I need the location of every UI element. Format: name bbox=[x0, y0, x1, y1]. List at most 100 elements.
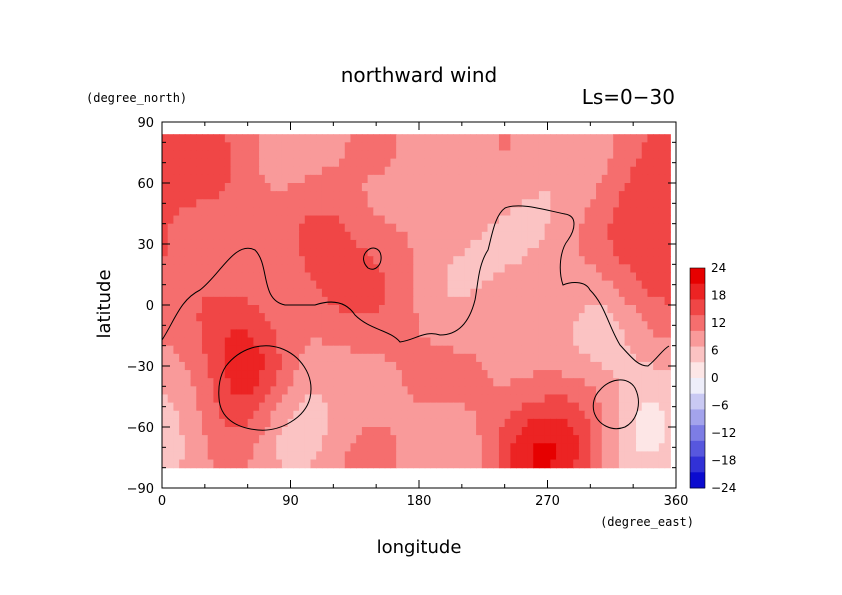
field-cell bbox=[327, 313, 334, 322]
field-cell bbox=[190, 443, 197, 452]
field-cell bbox=[647, 435, 654, 444]
field-cell bbox=[373, 158, 380, 168]
field-cell bbox=[521, 370, 529, 379]
field-cell bbox=[310, 239, 317, 249]
field-cell bbox=[179, 264, 186, 274]
field-cell bbox=[613, 443, 620, 452]
field-cell bbox=[213, 402, 220, 412]
field-cell bbox=[487, 410, 494, 420]
field-cell bbox=[624, 443, 631, 452]
field-cell bbox=[236, 378, 243, 387]
field-cell bbox=[310, 264, 317, 274]
field-cell bbox=[401, 248, 409, 257]
field-cell bbox=[590, 256, 597, 265]
field-cell bbox=[590, 321, 597, 330]
field-cell bbox=[658, 337, 666, 347]
field-cell bbox=[224, 370, 232, 379]
field-cell bbox=[407, 418, 414, 428]
field-cell bbox=[464, 361, 471, 371]
field-cell bbox=[344, 402, 352, 412]
field-cell bbox=[447, 410, 454, 420]
field-cell bbox=[276, 199, 283, 208]
field-cell bbox=[636, 386, 643, 396]
field-cell bbox=[464, 459, 471, 469]
field-cell bbox=[527, 321, 534, 330]
field-cell bbox=[270, 337, 277, 347]
field-cell bbox=[390, 215, 397, 225]
field-cell bbox=[419, 174, 426, 184]
field-cell bbox=[493, 288, 500, 298]
field-cell bbox=[447, 361, 454, 371]
field-cell bbox=[510, 288, 517, 298]
field-cell bbox=[299, 207, 306, 217]
field-cell bbox=[476, 418, 483, 428]
field-cell bbox=[230, 231, 237, 241]
field-cell bbox=[561, 296, 569, 306]
field-cell bbox=[430, 256, 437, 265]
field-cell bbox=[379, 329, 386, 339]
field-cell bbox=[367, 231, 374, 241]
field-cell bbox=[601, 418, 609, 428]
field-cell bbox=[167, 370, 175, 379]
field-cell bbox=[493, 231, 500, 241]
field-cell bbox=[213, 264, 220, 274]
field-cell bbox=[247, 410, 254, 420]
field-cell bbox=[219, 353, 226, 363]
field-cell bbox=[293, 394, 300, 404]
field-cell bbox=[179, 443, 186, 452]
field-cell bbox=[356, 345, 363, 355]
field-cell bbox=[241, 248, 249, 257]
field-cell bbox=[613, 231, 620, 241]
field-cell bbox=[613, 296, 620, 306]
field-cell bbox=[270, 158, 277, 168]
field-cell bbox=[590, 337, 597, 347]
field-cell bbox=[510, 150, 517, 160]
field-cell bbox=[162, 410, 169, 420]
field-cell bbox=[419, 313, 426, 322]
field-cell bbox=[321, 134, 329, 143]
field-cell bbox=[447, 337, 454, 347]
field-cell bbox=[344, 370, 352, 379]
field-cell bbox=[521, 231, 529, 241]
field-cell bbox=[618, 142, 626, 152]
field-cell bbox=[184, 345, 192, 355]
field-cell bbox=[441, 361, 449, 371]
field-cell bbox=[618, 288, 626, 298]
field-cell bbox=[641, 288, 649, 298]
field-cell bbox=[413, 288, 420, 298]
field-cell bbox=[481, 353, 489, 363]
field-cell bbox=[230, 337, 237, 347]
field-cell bbox=[550, 370, 557, 379]
field-cell bbox=[264, 451, 272, 461]
field-cell bbox=[441, 158, 449, 168]
field-cell bbox=[253, 435, 260, 444]
field-cell bbox=[173, 166, 180, 176]
field-cell bbox=[390, 313, 397, 322]
field-cell bbox=[596, 264, 603, 274]
colorbar-swatch bbox=[690, 330, 705, 347]
field-cell bbox=[281, 451, 289, 461]
field-cell bbox=[498, 150, 506, 160]
field-cell bbox=[493, 313, 500, 322]
field-cell bbox=[458, 313, 466, 322]
field-cell bbox=[641, 353, 649, 363]
field-cell bbox=[230, 296, 237, 306]
field-cell bbox=[481, 435, 489, 444]
field-cell bbox=[207, 418, 214, 428]
field-cell bbox=[310, 435, 317, 444]
field-cell bbox=[247, 296, 254, 306]
field-cell bbox=[641, 296, 649, 306]
field-cell bbox=[230, 410, 237, 420]
field-cell bbox=[607, 288, 614, 298]
field-cell bbox=[390, 386, 397, 396]
field-cell bbox=[264, 199, 272, 208]
field-cell bbox=[321, 443, 329, 452]
field-cell bbox=[333, 158, 340, 168]
field-cell bbox=[447, 150, 454, 160]
field-cell bbox=[253, 199, 260, 208]
field-cell bbox=[407, 305, 414, 314]
field-cell bbox=[510, 353, 517, 363]
field-cell bbox=[264, 288, 272, 298]
field-cell bbox=[396, 207, 403, 217]
field-cell bbox=[487, 191, 494, 200]
